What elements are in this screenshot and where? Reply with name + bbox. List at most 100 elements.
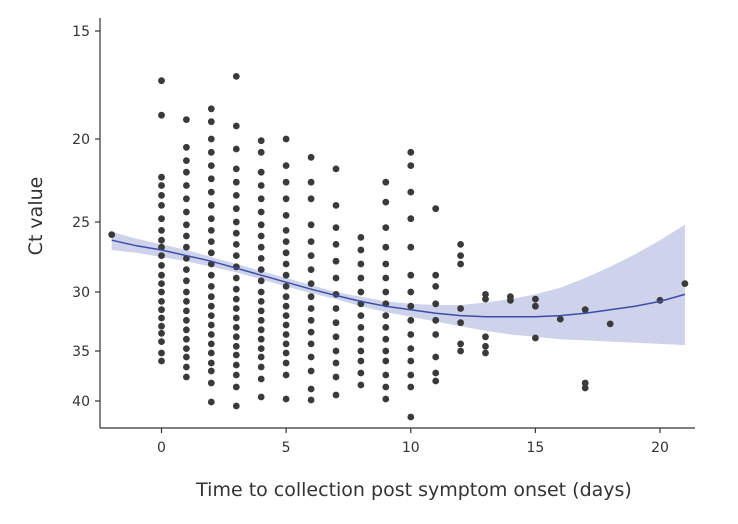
data-point xyxy=(432,316,440,324)
data-point xyxy=(257,363,265,371)
data-point xyxy=(183,326,190,334)
data-point xyxy=(681,280,689,287)
data-point xyxy=(207,249,215,257)
data-point xyxy=(158,243,165,251)
data-point xyxy=(432,300,440,308)
data-point xyxy=(432,205,440,213)
data-point xyxy=(158,173,165,181)
data-point xyxy=(332,274,340,282)
data-point xyxy=(407,188,415,196)
data-point xyxy=(183,157,190,165)
data-point xyxy=(158,298,165,305)
data-point xyxy=(282,135,290,143)
data-point xyxy=(257,375,265,383)
data-point xyxy=(207,238,215,246)
data-point xyxy=(432,369,440,377)
data-point xyxy=(257,298,265,305)
data-point xyxy=(282,283,290,290)
data-point xyxy=(207,293,215,301)
data-point xyxy=(207,331,215,338)
data-point xyxy=(257,232,265,240)
data-point xyxy=(183,363,190,371)
data-point xyxy=(332,373,340,381)
data-point xyxy=(282,331,290,338)
data-point xyxy=(407,357,415,365)
y-tick-label: 25 xyxy=(72,215,90,231)
data-point xyxy=(307,316,315,324)
data-point xyxy=(282,227,290,234)
data-point xyxy=(357,347,365,355)
data-point xyxy=(183,316,190,324)
data-point xyxy=(158,329,165,337)
smooth-fit-line xyxy=(111,239,686,318)
data-point xyxy=(307,385,315,393)
data-point xyxy=(357,369,365,377)
data-point xyxy=(482,291,489,298)
x-tick-label: 0 xyxy=(157,440,166,456)
data-point xyxy=(207,312,215,319)
data-point xyxy=(183,307,190,315)
data-point xyxy=(457,305,464,312)
data-point xyxy=(556,315,564,323)
data-point xyxy=(207,148,215,156)
data-point xyxy=(382,335,390,343)
data-point xyxy=(158,192,165,199)
data-point xyxy=(307,238,315,246)
data-point xyxy=(482,295,489,303)
data-point xyxy=(232,342,240,350)
data-point xyxy=(207,135,215,143)
y-tick-label: 35 xyxy=(72,344,90,360)
data-point xyxy=(407,316,415,324)
data-point xyxy=(183,208,190,216)
data-point xyxy=(232,314,240,322)
data-point xyxy=(232,178,240,186)
data-point xyxy=(158,215,165,223)
data-point xyxy=(282,395,290,403)
data-point xyxy=(282,249,290,257)
smooth-line-layer xyxy=(111,239,686,318)
data-point xyxy=(307,396,315,404)
data-point xyxy=(581,379,589,387)
data-point xyxy=(257,316,265,324)
data-point xyxy=(158,252,165,259)
data-point xyxy=(232,383,240,391)
data-point xyxy=(207,398,215,406)
data-point xyxy=(332,224,340,232)
data-point xyxy=(207,227,215,234)
data-point xyxy=(183,266,190,273)
data-point xyxy=(183,345,190,352)
data-point xyxy=(183,335,190,343)
x-tick-label: 20 xyxy=(651,440,669,456)
data-point xyxy=(232,165,240,173)
data-point xyxy=(232,371,240,379)
data-point xyxy=(232,122,240,130)
y-tick-label: 40 xyxy=(72,394,90,410)
data-point xyxy=(282,359,290,367)
data-point xyxy=(532,295,539,303)
data-point xyxy=(232,192,240,199)
data-point xyxy=(207,105,215,113)
data-point xyxy=(232,145,240,153)
data-point xyxy=(457,260,464,268)
data-point xyxy=(232,229,240,237)
data-point xyxy=(382,260,390,268)
data-point xyxy=(407,331,415,338)
data-point xyxy=(382,357,390,365)
data-point xyxy=(158,236,165,244)
data-point xyxy=(332,347,340,355)
data-point xyxy=(332,359,340,367)
data-point xyxy=(432,377,440,385)
data-point xyxy=(183,288,190,296)
data-point xyxy=(532,302,539,310)
data-point xyxy=(183,221,190,229)
data-point xyxy=(282,271,290,279)
data-point xyxy=(407,383,415,391)
data-point xyxy=(282,340,290,348)
data-point xyxy=(307,266,315,273)
data-point xyxy=(183,195,190,203)
x-tick-label: 15 xyxy=(526,440,544,456)
data-point xyxy=(332,333,340,341)
data-point xyxy=(232,73,240,80)
data-point xyxy=(158,306,165,314)
